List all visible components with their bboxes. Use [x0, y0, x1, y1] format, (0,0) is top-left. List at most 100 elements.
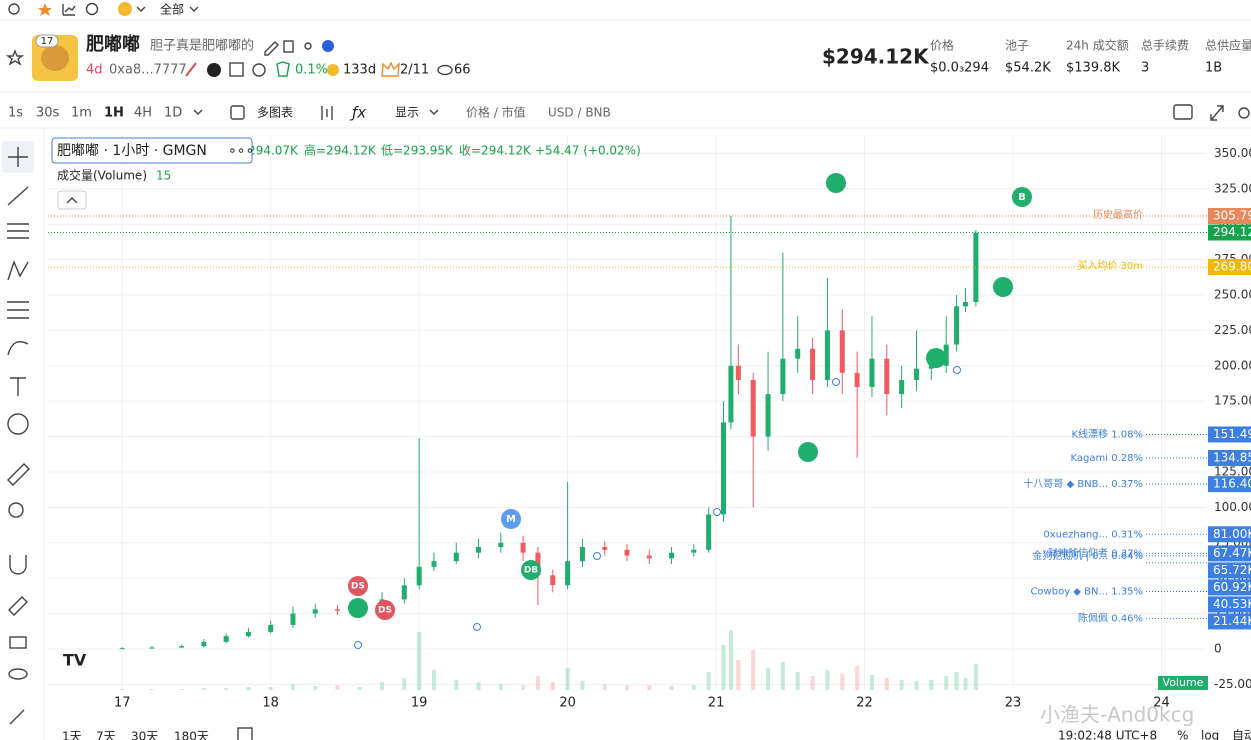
- calendar-icon[interactable]: [237, 727, 253, 740]
- indicator-icon[interactable]: ƒx: [349, 104, 366, 122]
- collapse-button[interactable]: [57, 190, 87, 210]
- y-tick-label: 125.00K: [1214, 464, 1251, 478]
- token-slogan: 胆子真是肥嘟嘟的: [150, 38, 254, 54]
- candle-body: [290, 613, 296, 625]
- interval[interactable]: 4H: [134, 106, 152, 121]
- volume-bar: [721, 645, 726, 690]
- display[interactable]: 显示: [395, 106, 419, 120]
- legend-more[interactable]: ∘∘∘: [228, 143, 254, 159]
- candle-body: [416, 566, 422, 586]
- edit-icon[interactable]: [264, 41, 279, 56]
- volume-bar: [149, 689, 154, 690]
- holder-name[interactable]: Cowboy ◆ BN... 1.35%: [1030, 587, 1143, 598]
- note-icon[interactable]: [229, 62, 244, 77]
- crosshair-tool[interactable]: [8, 147, 28, 167]
- candle-body: [476, 547, 482, 553]
- interval[interactable]: 1D: [164, 106, 182, 121]
- volume-bar: [268, 687, 273, 690]
- filter[interactable]: 全部: [160, 2, 184, 17]
- price-mcap[interactable]: 价格 / 市值: [466, 105, 526, 120]
- candle-body: [550, 575, 556, 586]
- event-label: B: [1018, 192, 1026, 203]
- pct-toggle[interactable]: %: [1177, 729, 1188, 740]
- fullscreen-icon[interactable]: [1210, 105, 1224, 121]
- lock-draw-tool[interactable]: [8, 596, 28, 616]
- candle-body: [839, 330, 845, 373]
- avatar-marker[interactable]: [926, 348, 946, 368]
- pattern-tool[interactable]: [7, 260, 29, 281]
- event-marker[interactable]: [348, 598, 368, 618]
- copy-icon[interactable]: [283, 40, 294, 53]
- interval[interactable]: 30s: [36, 106, 60, 121]
- token-address[interactable]: 0xa8...7777: [109, 63, 187, 78]
- measure-tool[interactable]: [7, 463, 30, 486]
- visibility-tool[interactable]: [8, 668, 28, 680]
- event-marker[interactable]: [348, 576, 368, 596]
- bnb-icon[interactable]: [118, 2, 132, 16]
- emoji-tool[interactable]: [7, 413, 29, 435]
- bnb-icon: [327, 64, 339, 76]
- holder-name[interactable]: 十八哥哥 ◆ BNB... 0.37%: [1023, 477, 1143, 490]
- settings-icon[interactable]: [8, 3, 20, 15]
- auto-toggle[interactable]: 自动: [1232, 729, 1251, 740]
- holder-name[interactable]: Kagami 0.28%: [1071, 453, 1143, 464]
- line-tool[interactable]: [7, 186, 29, 206]
- volume-bar: [728, 630, 733, 690]
- range[interactable]: 180天: [174, 730, 209, 740]
- event-marker[interactable]: [1012, 187, 1032, 207]
- volume-bar: [380, 682, 385, 690]
- volume-bar: [840, 674, 845, 690]
- history-icon[interactable]: [85, 2, 99, 16]
- event-marker[interactable]: [375, 600, 395, 620]
- holder-name[interactable]: K线漂移 1.08%: [1071, 427, 1143, 440]
- zoom-tool[interactable]: [8, 502, 24, 518]
- brush-tool[interactable]: [7, 341, 29, 356]
- star-icon[interactable]: [5, 49, 25, 66]
- interval[interactable]: 1s: [8, 106, 23, 121]
- link-tool[interactable]: [9, 709, 25, 725]
- forecast-tool[interactable]: [7, 301, 29, 319]
- favorite-icon[interactable]: [38, 3, 52, 16]
- avatar-marker[interactable]: [798, 442, 818, 462]
- candle-body: [149, 647, 155, 649]
- interval[interactable]: 1H: [104, 106, 124, 121]
- avatar-marker[interactable]: [826, 173, 846, 193]
- event-marker[interactable]: [501, 509, 521, 529]
- holder-name[interactable]: 财神爷信仰者 0.37%: [1048, 546, 1143, 559]
- settings-icon[interactable]: [1238, 107, 1250, 119]
- range[interactable]: 1天: [62, 730, 82, 740]
- avatar-marker[interactable]: [993, 277, 1013, 297]
- volume-tag: [1158, 676, 1208, 690]
- screenshot-icon[interactable]: [1173, 104, 1193, 120]
- currency[interactable]: USD / BNB: [548, 106, 611, 120]
- fib-tool[interactable]: [7, 223, 29, 239]
- candle-style-icon[interactable]: [321, 106, 333, 120]
- magnet-tool[interactable]: [9, 555, 27, 575]
- interval[interactable]: 1m: [71, 106, 92, 121]
- holder-name[interactable]: 金狗挖掘机 | 0... 0.64%: [1032, 549, 1143, 562]
- checkbox[interactable]: [230, 105, 245, 120]
- share-icon[interactable]: [304, 42, 312, 50]
- candle-body: [335, 609, 340, 611]
- search-icon[interactable]: [252, 63, 266, 77]
- candle-body: [268, 624, 274, 632]
- legend-box[interactable]: [51, 137, 253, 164]
- event-marker[interactable]: [521, 560, 541, 580]
- link-icon[interactable]: [185, 62, 197, 77]
- candle-body: [962, 302, 968, 307]
- y-tick-label: 175.00K: [1214, 394, 1251, 408]
- chart-icon[interactable]: [62, 4, 76, 16]
- candle-body: [453, 552, 459, 562]
- log-toggle[interactable]: log: [1201, 729, 1219, 740]
- range[interactable]: 7天: [96, 730, 116, 740]
- volume-bar: [884, 678, 889, 690]
- holder-name[interactable]: 陈佩佩 0.46%: [1078, 612, 1143, 625]
- lock-tool[interactable]: [9, 636, 27, 649]
- range[interactable]: 30天: [131, 730, 158, 740]
- multi-chart[interactable]: 多图表: [257, 106, 293, 120]
- holder-name[interactable]: 0xuezhang... 0.31%: [1043, 529, 1143, 540]
- text-tool[interactable]: [10, 377, 26, 396]
- chevron: [136, 6, 146, 12]
- holder-tag: [1208, 450, 1251, 467]
- volume-bar: [120, 689, 125, 690]
